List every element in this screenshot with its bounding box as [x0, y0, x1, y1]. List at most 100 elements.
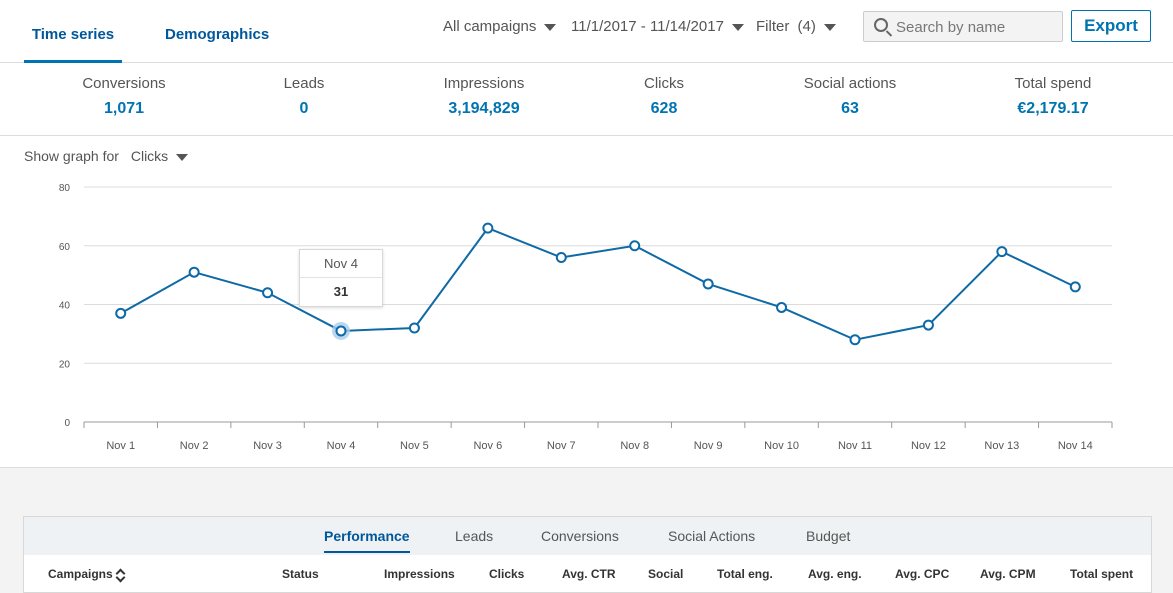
- tab-time-series[interactable]: Time series: [24, 26, 122, 63]
- chevron-down-icon: [731, 23, 744, 31]
- column-header-label: Campaigns: [48, 567, 113, 581]
- metric-label: Leads: [283, 75, 325, 92]
- chevron-down-icon: [544, 23, 557, 31]
- graph-selector: Show graph for Clicks: [24, 148, 189, 164]
- metrics-summary: Conversions 1,071 Leads 0 Impressions 3,…: [0, 63, 1173, 136]
- data-point[interactable]: [482, 222, 494, 234]
- tooltip-value: 31: [333, 284, 349, 299]
- search-box[interactable]: [863, 11, 1063, 42]
- column-header-status[interactable]: Status: [282, 567, 319, 581]
- metric-label: Social actions: [803, 75, 897, 92]
- table-tabs: Performance Leads Conversions Social Act…: [24, 517, 1151, 555]
- metric-value: 63: [841, 100, 859, 117]
- chevron-down-icon: [823, 23, 836, 31]
- data-point[interactable]: [776, 301, 788, 313]
- data-point[interactable]: [408, 322, 420, 334]
- clicks-line-chart: 0 20 40 60 80 Nov 1 Nov 2 Nov 3 Nov 4 Nov 5 Nov 6…: [59, 183, 1113, 452]
- column-header-campaigns[interactable]: Campaigns: [48, 567, 125, 581]
- data-point[interactable]: [335, 325, 347, 337]
- metric-label: Total spend: [1014, 75, 1092, 92]
- x-tick-label: Nov 5: [400, 440, 429, 452]
- filter-dropdown[interactable]: Filter (4): [756, 18, 836, 35]
- x-tick-label: Nov 10: [764, 440, 799, 452]
- tab-social-actions[interactable]: Social Actions: [668, 528, 756, 544]
- metric-label: Impressions: [443, 75, 525, 92]
- campaigns-dropdown[interactable]: All campaigns: [443, 18, 557, 35]
- graph-metric-dropdown[interactable]: Clicks: [130, 148, 189, 164]
- metric-label: Conversions: [82, 75, 166, 92]
- column-header-avg-ctr[interactable]: Avg. CTR: [562, 567, 616, 581]
- graph-selector-label: Show graph for: [24, 148, 119, 164]
- metric-clicks: Clicks 628: [564, 75, 764, 118]
- y-tick-label: 0: [64, 418, 70, 429]
- table-header-row: Campaigns Status Impressions Clicks Avg.…: [24, 555, 1151, 593]
- column-header-avg-cpm[interactable]: Avg. CPM: [980, 567, 1036, 581]
- column-header-avg-cpc[interactable]: Avg. CPC: [895, 567, 950, 581]
- y-tick-label: 20: [59, 359, 71, 370]
- data-point[interactable]: [188, 266, 200, 278]
- data-point[interactable]: [115, 307, 127, 319]
- metric-impressions: Impressions 3,194,829: [384, 75, 584, 118]
- metric-social-actions: Social actions 63: [750, 75, 950, 118]
- metric-label: Clicks: [644, 75, 684, 92]
- column-header-avg-eng[interactable]: Avg. eng.: [808, 567, 862, 581]
- graph-metric-value: Clicks: [130, 148, 169, 164]
- metric-value: 628: [650, 100, 678, 117]
- data-point[interactable]: [262, 287, 274, 299]
- column-header-clicks[interactable]: Clicks: [489, 567, 525, 581]
- campaigns-table: Performance Leads Conversions Social Act…: [23, 516, 1152, 593]
- data-point[interactable]: [922, 319, 934, 331]
- column-header-total-spent[interactable]: Total spent: [1070, 567, 1134, 581]
- column-header-total-eng[interactable]: Total eng.: [717, 567, 773, 581]
- metric-leads: Leads 0: [204, 75, 404, 118]
- export-button[interactable]: Export: [1071, 10, 1151, 42]
- tab-leads[interactable]: Leads: [455, 528, 494, 544]
- filter-count: (4): [797, 18, 816, 35]
- series-line: [120, 226, 1076, 341]
- metric-conversions: Conversions 1,071: [24, 75, 224, 118]
- x-tick-label: Nov 8: [620, 440, 649, 452]
- search-input[interactable]: [896, 16, 1056, 38]
- x-tick-label: Nov 13: [984, 440, 1019, 452]
- data-point[interactable]: [1069, 281, 1081, 293]
- column-header-social[interactable]: Social: [648, 567, 684, 581]
- y-tick-label: 60: [59, 242, 71, 253]
- tab-demographics[interactable]: Demographics: [165, 26, 270, 43]
- metric-value: 1,071: [103, 100, 145, 117]
- data-point[interactable]: [629, 240, 641, 252]
- x-tick-label: Nov 6: [473, 440, 502, 452]
- header-bar: Time series Demographics All campaigns 1…: [0, 0, 1173, 63]
- tab-conversions[interactable]: Conversions: [541, 528, 619, 544]
- x-tick-label: Nov 11: [838, 440, 872, 452]
- data-point[interactable]: [996, 246, 1008, 258]
- x-tick-label: Nov 7: [547, 440, 576, 452]
- x-tick-label: Nov 2: [180, 440, 209, 452]
- campaigns-dropdown-label: All campaigns: [443, 18, 537, 35]
- x-tick-label: Nov 4: [327, 440, 356, 452]
- metric-value: 3,194,829: [448, 100, 520, 117]
- search-icon: [874, 18, 888, 32]
- x-tick-label: Nov 1: [106, 440, 135, 452]
- tab-budget[interactable]: Budget: [806, 528, 851, 544]
- y-tick-label: 40: [59, 301, 71, 312]
- chevron-down-icon: [176, 153, 189, 161]
- x-tick-label: Nov 3: [253, 440, 282, 452]
- data-point[interactable]: [702, 278, 714, 290]
- tab-performance[interactable]: Performance: [324, 528, 410, 553]
- date-range-dropdown[interactable]: 11/1/2017 - 11/14/2017: [571, 18, 744, 35]
- tooltip-date: Nov 4: [300, 250, 382, 278]
- column-header-impressions[interactable]: Impressions: [384, 567, 455, 581]
- metric-total-spend: Total spend €2,179.17: [953, 75, 1153, 118]
- analytics-panel: Time series Demographics All campaigns 1…: [0, 0, 1173, 468]
- chart-tooltip: Nov 4 31: [299, 249, 383, 307]
- x-tick-label: Nov 14: [1058, 440, 1093, 452]
- filter-label: Filter: [756, 18, 790, 35]
- y-tick-label: 80: [59, 183, 71, 194]
- data-point[interactable]: [849, 334, 861, 346]
- x-tick-label: Nov 9: [694, 440, 723, 452]
- metric-value: €2,179.17: [1017, 100, 1089, 117]
- sort-icon[interactable]: [116, 568, 125, 581]
- metric-value: 0: [299, 100, 309, 117]
- x-tick-label: Nov 12: [911, 440, 946, 452]
- data-point[interactable]: [555, 252, 567, 263]
